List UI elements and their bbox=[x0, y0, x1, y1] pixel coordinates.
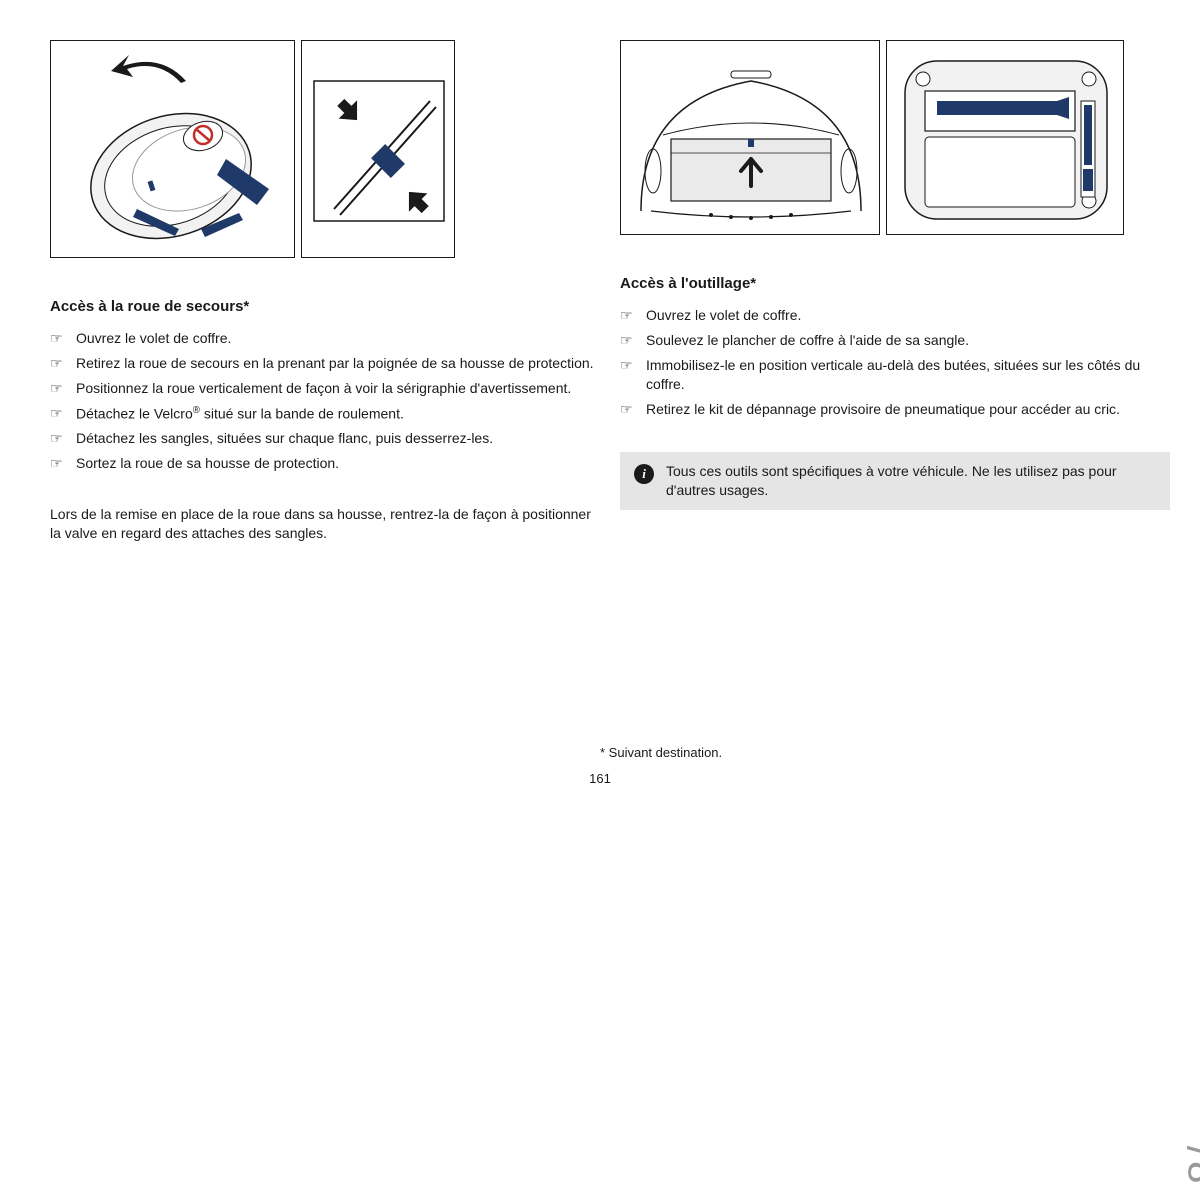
chapter-tab: 8 / INFORMATIONS PRATIQUES bbox=[1180, 768, 1200, 1185]
left-heading: Accès à la roue de secours* bbox=[50, 298, 600, 315]
figure-wheel-cover bbox=[50, 40, 295, 258]
list-item: ☞Ouvrez le volet de coffre. bbox=[50, 329, 600, 348]
list-item-text: Ouvrez le volet de coffre. bbox=[76, 329, 600, 348]
list-item: ☞Détachez les sangles, situées sur chaqu… bbox=[50, 429, 600, 448]
list-item-text: Positionnez la roue verticalement de faç… bbox=[76, 379, 600, 398]
right-column: Accès à l'outillage* ☞Ouvrez le volet de… bbox=[620, 40, 1170, 780]
hand-icon: ☞ bbox=[50, 404, 76, 423]
info-box: i Tous ces outils sont spécifiques à vot… bbox=[620, 452, 1170, 510]
list-item-text: Sortez la roue de sa housse de protectio… bbox=[76, 454, 600, 473]
left-figure-row bbox=[50, 40, 600, 258]
right-heading: Accès à l'outillage* bbox=[620, 275, 1170, 292]
right-figure-row bbox=[620, 40, 1170, 235]
chapter-number: 8 bbox=[1180, 1162, 1200, 1184]
hand-icon: ☞ bbox=[620, 331, 646, 350]
figure-tool-compartment bbox=[886, 40, 1124, 235]
list-item-text: Détachez les sangles, situées sur chaque… bbox=[76, 429, 600, 448]
info-icon: i bbox=[634, 464, 654, 484]
list-item-text: Soulevez le plancher de coffre à l'aide … bbox=[646, 331, 1170, 350]
figure-strap-detail bbox=[301, 40, 455, 258]
info-text: Tous ces outils sont spécifiques à votre… bbox=[666, 462, 1156, 500]
list-item-text: Retirez le kit de dépannage provisoire d… bbox=[646, 400, 1170, 419]
list-item: ☞Soulevez le plancher de coffre à l'aide… bbox=[620, 331, 1170, 350]
hand-icon: ☞ bbox=[620, 356, 646, 375]
list-item: ☞Ouvrez le volet de coffre. bbox=[620, 306, 1170, 325]
hand-icon: ☞ bbox=[50, 429, 76, 448]
chapter-slash: / bbox=[1180, 1146, 1200, 1158]
left-list: ☞Ouvrez le volet de coffre. ☞Retirez la … bbox=[50, 329, 600, 479]
list-item-text: Immobilisez-le en position verticale au-… bbox=[646, 356, 1170, 394]
page-container: Accès à la roue de secours* ☞Ouvrez le v… bbox=[0, 0, 1200, 800]
list-item-text: Ouvrez le volet de coffre. bbox=[646, 306, 1170, 325]
hand-icon: ☞ bbox=[50, 329, 76, 348]
page-number: 161 bbox=[589, 771, 611, 786]
hand-icon: ☞ bbox=[50, 379, 76, 398]
list-item: ☞Retirez le kit de dépannage provisoire … bbox=[620, 400, 1170, 419]
list-item: ☞Détachez le Velcro® situé sur la bande … bbox=[50, 404, 600, 424]
list-item: ☞Sortez la roue de sa housse de protecti… bbox=[50, 454, 600, 473]
list-item: ☞Positionnez la roue verticalement de fa… bbox=[50, 379, 600, 398]
list-item: ☞Immobilisez-le en position verticale au… bbox=[620, 356, 1170, 394]
list-item-text: Détachez le Velcro® situé sur la bande d… bbox=[76, 404, 600, 424]
left-note: Lors de la remise en place de la roue da… bbox=[50, 505, 600, 543]
right-list: ☞Ouvrez le volet de coffre. ☞Soulevez le… bbox=[620, 306, 1170, 424]
list-item: ☞Retirez la roue de secours en la prenan… bbox=[50, 354, 600, 373]
hand-icon: ☞ bbox=[620, 400, 646, 419]
hand-icon: ☞ bbox=[50, 454, 76, 473]
hand-icon: ☞ bbox=[620, 306, 646, 325]
hand-icon: ☞ bbox=[50, 354, 76, 373]
figure-trunk-open bbox=[620, 40, 880, 235]
left-column: Accès à la roue de secours* ☞Ouvrez le v… bbox=[50, 40, 600, 780]
list-item-text: Retirez la roue de secours en la prenant… bbox=[76, 354, 600, 373]
footnote: * Suivant destination. bbox=[600, 745, 722, 760]
